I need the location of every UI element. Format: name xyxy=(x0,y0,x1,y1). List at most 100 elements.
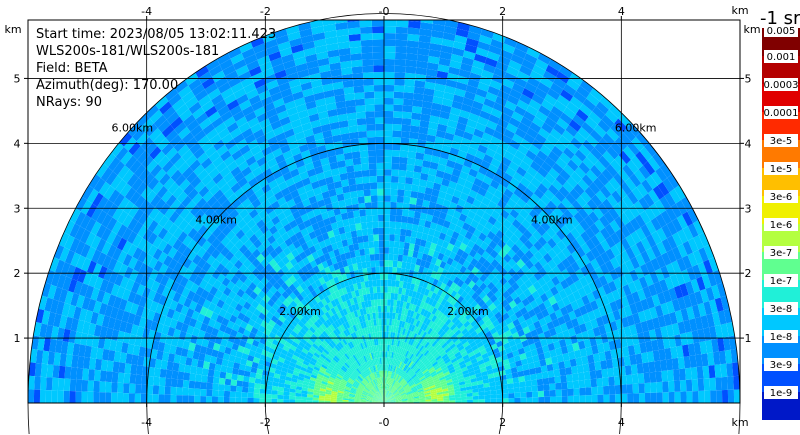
field-cell xyxy=(365,376,370,383)
field-cell xyxy=(183,297,192,308)
field-cell xyxy=(384,318,387,326)
field-cell xyxy=(355,323,360,331)
field-cell xyxy=(403,357,408,364)
field-cell xyxy=(361,169,370,177)
field-cell xyxy=(365,307,370,315)
field-cell xyxy=(201,240,212,252)
field-cell xyxy=(411,290,417,298)
field-cell xyxy=(387,357,390,365)
field-cell xyxy=(495,146,507,157)
field-cell xyxy=(469,72,482,82)
field-cell xyxy=(439,376,446,381)
field-cell xyxy=(565,231,576,244)
field-cell xyxy=(412,217,420,226)
field-cell xyxy=(623,326,632,337)
field-cell xyxy=(272,98,285,109)
field-cell xyxy=(641,352,649,364)
field-cell xyxy=(268,85,281,96)
field-cell xyxy=(430,359,437,365)
field-cell xyxy=(667,369,674,382)
field-cell xyxy=(413,211,421,219)
field-cell xyxy=(328,188,337,198)
field-cell xyxy=(173,215,184,228)
field-cell xyxy=(482,315,490,323)
field-cell xyxy=(366,221,373,229)
field-cell xyxy=(322,339,329,347)
field-cell xyxy=(546,363,554,372)
field-cell xyxy=(443,91,455,101)
field-cell xyxy=(622,164,634,178)
field-cell xyxy=(324,311,331,319)
field-cell xyxy=(578,379,586,389)
field-cell xyxy=(389,240,395,248)
field-cell xyxy=(241,182,252,193)
field-cell xyxy=(429,357,436,363)
field-cell xyxy=(347,278,353,286)
field-cell xyxy=(420,308,426,316)
field-cell xyxy=(567,159,579,172)
field-cell xyxy=(323,252,331,261)
field-cell xyxy=(508,393,515,399)
field-cell xyxy=(563,359,571,369)
field-cell xyxy=(352,324,358,332)
field-cell xyxy=(357,386,364,391)
field-cell xyxy=(349,349,355,356)
field-cell xyxy=(429,115,440,124)
field-cell xyxy=(576,315,585,326)
field-cell xyxy=(359,150,369,158)
field-cell xyxy=(201,174,213,186)
field-cell xyxy=(366,385,372,390)
field-cell xyxy=(502,243,511,254)
field-cell xyxy=(422,302,429,310)
field-cell xyxy=(353,164,362,172)
field-cell xyxy=(381,397,384,403)
field-cell xyxy=(318,276,326,285)
field-cell xyxy=(239,99,252,111)
field-cell xyxy=(369,247,375,255)
field-cell xyxy=(281,290,290,300)
field-cell xyxy=(459,242,468,252)
field-cell xyxy=(309,379,316,385)
field-cell xyxy=(709,326,718,340)
field-cell xyxy=(55,259,65,275)
field-cell xyxy=(519,306,528,316)
field-cell xyxy=(487,373,495,379)
field-cell xyxy=(351,290,357,298)
field-cell xyxy=(343,363,349,370)
field-cell xyxy=(303,233,312,243)
field-cell xyxy=(194,320,203,330)
field-cell xyxy=(352,354,358,361)
field-cell xyxy=(612,329,620,341)
field-cell xyxy=(187,227,198,240)
field-cell xyxy=(353,210,361,218)
field-cell xyxy=(397,254,403,262)
field-cell xyxy=(721,376,728,391)
field-cell xyxy=(429,43,442,52)
field-cell xyxy=(303,295,311,304)
field-cell xyxy=(407,151,417,159)
field-cell xyxy=(389,371,393,378)
field-cell xyxy=(508,59,522,71)
field-cell xyxy=(586,152,599,165)
field-cell xyxy=(454,34,468,44)
field-cell xyxy=(365,369,370,376)
field-cell xyxy=(357,351,362,358)
field-cell xyxy=(354,303,360,311)
field-cell xyxy=(429,284,436,293)
field-cell xyxy=(595,101,609,115)
field-cell xyxy=(138,212,149,226)
field-cell xyxy=(414,237,422,246)
field-cell xyxy=(576,297,585,308)
field-cell xyxy=(291,354,299,361)
field-cell xyxy=(206,128,219,141)
field-cell xyxy=(648,361,656,373)
field-cell xyxy=(283,223,292,233)
field-cell xyxy=(425,318,432,326)
field-cell xyxy=(321,260,329,269)
field-cell xyxy=(303,344,311,352)
field-cell xyxy=(423,88,435,97)
field-cell xyxy=(314,295,321,304)
beta-field xyxy=(28,20,740,403)
field-cell xyxy=(481,226,491,237)
field-cell xyxy=(469,308,477,317)
